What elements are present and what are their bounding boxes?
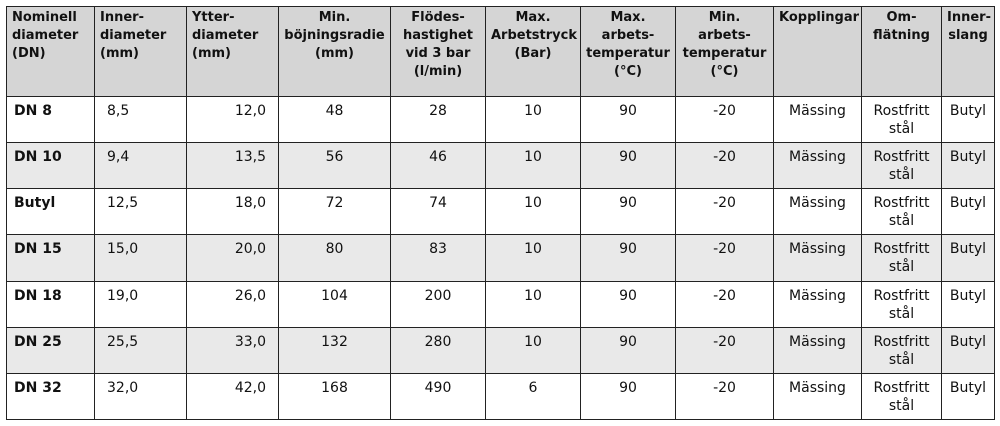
cell-outer-diameter: 33,0 (186, 326, 279, 374)
cell-nominal-diameter: DN 8 (6, 95, 95, 144)
cell-couplings: Mässing (773, 280, 862, 328)
cell-min-bend-radius: 132 (278, 326, 391, 374)
cell-nominal-diameter: DN 25 (6, 326, 95, 374)
table-row: DN 32 32,0 42,0 168 490 6 90 -20 Mässing Rostfrit… (6, 372, 995, 421)
cell-nominal-diameter: DN 18 (6, 280, 95, 328)
cell-max-temperature: 90 (580, 142, 676, 190)
header-couplings: Kopplingar (773, 6, 862, 97)
cell-min-bend-radius: 80 (278, 234, 391, 282)
cell-inner-diameter: 12,5 (94, 188, 187, 236)
cell-min-bend-radius: 168 (278, 372, 391, 421)
cell-outer-diameter: 26,0 (186, 280, 279, 328)
cell-braiding: Rostfritt stål (861, 234, 942, 282)
cell-braiding: Rostfritt stål (861, 188, 942, 236)
cell-outer-diameter: 18,0 (186, 188, 279, 236)
cell-braiding: Rostfritt stål (861, 372, 942, 421)
table-row: DN 25 25,5 33,0 132 280 10 90 -20 Mässing Rostfri… (6, 326, 995, 374)
cell-max-temperature: 90 (580, 234, 676, 282)
cell-braiding: Rostfritt stål (861, 142, 942, 190)
cell-couplings: Mässing (773, 188, 862, 236)
cell-min-bend-radius: 104 (278, 280, 391, 328)
cell-nominal-diameter: DN 32 (6, 372, 95, 421)
cell-inner-hose: Butyl (941, 326, 995, 374)
table-row: DN 15 15,0 20,0 80 83 10 90 -20 Mässing Rostfritt… (6, 234, 995, 282)
cell-max-pressure: 10 (485, 142, 581, 190)
cell-min-bend-radius: 72 (278, 188, 391, 236)
cell-flow-rate: 28 (390, 95, 486, 144)
cell-min-temperature: -20 (675, 188, 774, 236)
cell-couplings: Mässing (773, 95, 862, 144)
cell-min-temperature: -20 (675, 95, 774, 144)
cell-max-pressure: 10 (485, 326, 581, 374)
header-braiding: Om- flätning (861, 6, 942, 97)
cell-flow-rate: 200 (390, 280, 486, 328)
cell-min-temperature: -20 (675, 326, 774, 374)
table-row: DN 10 9,4 13,5 56 46 10 90 -20 Mässing Rostfritt … (6, 142, 995, 190)
header-flow-rate: Flödes- hastighet vid 3 bar (l/min) (390, 6, 486, 97)
cell-inner-hose: Butyl (941, 280, 995, 328)
table-row: DN 18 19,0 26,0 104 200 10 90 -20 Mässing Rostfri… (6, 280, 995, 328)
cell-inner-diameter: 25,5 (94, 326, 187, 374)
cell-min-temperature: -20 (675, 142, 774, 190)
table-row: Butyl 12,5 18,0 72 74 10 90 -20 Mässing Rostfritt… (6, 188, 995, 236)
cell-max-pressure: 10 (485, 234, 581, 282)
header-max-working-pressure: Max. Arbetstryck (Bar) (485, 6, 581, 97)
hose-specification-table: Nominell diameter (DN) Inner- diameter (… (6, 6, 995, 421)
cell-max-temperature: 90 (580, 326, 676, 374)
cell-max-temperature: 90 (580, 95, 676, 144)
header-outer-diameter: Ytter- diameter (mm) (186, 6, 279, 97)
cell-braiding: Rostfritt stål (861, 280, 942, 328)
cell-braiding: Rostfritt stål (861, 95, 942, 144)
cell-inner-hose: Butyl (941, 142, 995, 190)
cell-outer-diameter: 20,0 (186, 234, 279, 282)
cell-flow-rate: 280 (390, 326, 486, 374)
header-inner-diameter: Inner- diameter (mm) (94, 6, 187, 97)
cell-nominal-diameter: Butyl (6, 188, 95, 236)
cell-max-pressure: 10 (485, 95, 581, 144)
header-min-bend-radius: Min. böjningsradie (mm) (278, 6, 391, 97)
cell-inner-hose: Butyl (941, 95, 995, 144)
table-row: DN 8 8,5 12,0 48 28 10 90 -20 Mässing Rostfritt s… (6, 95, 995, 144)
cell-min-bend-radius: 48 (278, 95, 391, 144)
cell-inner-diameter: 32,0 (94, 372, 187, 421)
cell-max-pressure: 6 (485, 372, 581, 421)
table-header-row: Nominell diameter (DN) Inner- diameter (… (6, 6, 995, 97)
cell-min-temperature: -20 (675, 234, 774, 282)
cell-couplings: Mässing (773, 142, 862, 190)
cell-inner-hose: Butyl (941, 188, 995, 236)
cell-inner-diameter: 15,0 (94, 234, 187, 282)
cell-max-pressure: 10 (485, 280, 581, 328)
cell-flow-rate: 83 (390, 234, 486, 282)
cell-min-temperature: -20 (675, 372, 774, 421)
header-inner-hose: Inner- slang (941, 6, 995, 97)
cell-max-pressure: 10 (485, 188, 581, 236)
cell-flow-rate: 74 (390, 188, 486, 236)
cell-outer-diameter: 13,5 (186, 142, 279, 190)
cell-inner-diameter: 9,4 (94, 142, 187, 190)
cell-braiding: Rostfritt stål (861, 326, 942, 374)
cell-max-temperature: 90 (580, 188, 676, 236)
cell-couplings: Mässing (773, 234, 862, 282)
cell-inner-diameter: 8,5 (94, 95, 187, 144)
cell-min-temperature: -20 (675, 280, 774, 328)
header-min-working-temperature: Min. arbets- temperatur (°C) (675, 6, 774, 97)
cell-couplings: Mässing (773, 326, 862, 374)
cell-inner-diameter: 19,0 (94, 280, 187, 328)
cell-flow-rate: 46 (390, 142, 486, 190)
cell-couplings: Mässing (773, 372, 862, 421)
cell-flow-rate: 490 (390, 372, 486, 421)
cell-nominal-diameter: DN 10 (6, 142, 95, 190)
header-max-working-temperature: Max. arbets- temperatur (°C) (580, 6, 676, 97)
cell-nominal-diameter: DN 15 (6, 234, 95, 282)
cell-outer-diameter: 12,0 (186, 95, 279, 144)
cell-min-bend-radius: 56 (278, 142, 391, 190)
cell-max-temperature: 90 (580, 280, 676, 328)
cell-inner-hose: Butyl (941, 234, 995, 282)
cell-inner-hose: Butyl (941, 372, 995, 421)
cell-max-temperature: 90 (580, 372, 676, 421)
cell-outer-diameter: 42,0 (186, 372, 279, 421)
header-nominal-diameter: Nominell diameter (DN) (6, 6, 95, 97)
